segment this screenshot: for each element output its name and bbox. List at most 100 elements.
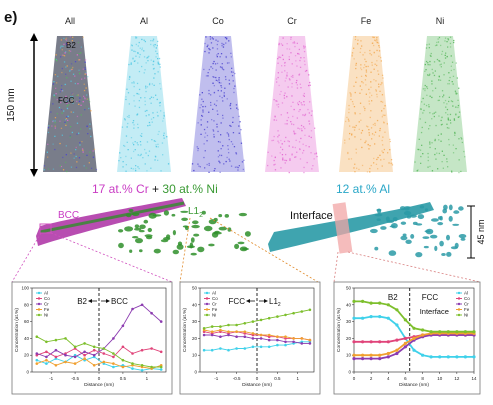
data-point-fe (421, 333, 425, 337)
data-point-fe (284, 335, 287, 339)
annotation-right: FCC (422, 293, 439, 302)
y-tick-label: 60 (24, 319, 30, 324)
y-tick-label: 0 (194, 370, 197, 375)
x-tick-label: 6 (404, 376, 407, 381)
tip-label: Cr (287, 16, 297, 26)
data-point-ni (83, 342, 86, 345)
data-point-ni (429, 330, 433, 334)
data-point-al (112, 365, 115, 369)
data-point-ni (219, 325, 222, 328)
x-tick-label: 14 (471, 376, 477, 381)
legend-entry: Ni (212, 313, 216, 318)
tip-fe: Fe (339, 16, 394, 173)
y-axis-label: Concentration (at.%) (14, 308, 20, 352)
x-tick-label: 0.5 (120, 376, 127, 381)
series-line-ni (204, 309, 310, 329)
data-point-al (284, 343, 287, 347)
data-point-fe (35, 362, 39, 365)
data-point-ni (54, 338, 58, 342)
data-point-co (159, 350, 163, 354)
tips-row: All Al Co Cr Fe Ni B2 FCC (43, 16, 467, 174)
data-point-al (267, 345, 271, 349)
data-point-al (455, 355, 459, 359)
data-point-ni (140, 364, 144, 367)
ni-threshold-text: 30 at.% Ni (162, 182, 217, 196)
x-tick-label: 1 (146, 376, 149, 381)
y-tick-label: 30 (346, 319, 352, 324)
tip-cr: Cr (265, 16, 319, 174)
data-point-cr (64, 353, 67, 357)
data-point-ni (386, 303, 390, 307)
data-point-al (352, 316, 356, 320)
data-point-cr (45, 355, 48, 359)
data-point-co (102, 352, 106, 355)
data-point-cr (83, 350, 86, 354)
legend-entry: Ni (464, 313, 468, 318)
x-tick-label: 12 (454, 376, 460, 381)
data-point-fe (369, 353, 373, 357)
data-point-co (378, 340, 382, 344)
data-point-cr (227, 333, 230, 337)
tip-scale-label: 150 nm (6, 88, 17, 121)
y-tick-label: 50 (192, 286, 198, 291)
data-point-al (227, 348, 230, 352)
x-tick-label: -0.5 (233, 376, 241, 381)
bcc-roi-box (39, 223, 52, 234)
legend-entry: Al (464, 291, 468, 296)
cr-ni-isosurface (36, 198, 251, 256)
data-point-co (112, 355, 115, 359)
data-point-ni (300, 310, 304, 313)
data-point-al (369, 315, 373, 319)
data-point-co (121, 345, 125, 349)
tip-label: Al (140, 16, 148, 26)
data-point-ni (378, 301, 382, 305)
data-point-al (276, 343, 279, 347)
legend-entry: Co (464, 296, 470, 301)
data-point-ni (421, 328, 425, 332)
data-point-ni (150, 365, 153, 369)
series-line-cr (36, 304, 162, 358)
data-point-ni (292, 311, 295, 315)
data-point-cr (395, 351, 399, 356)
data-point-cr (54, 348, 58, 352)
x-axis-label: Distance (nm) (399, 382, 429, 388)
legend-entry: Fe (464, 307, 470, 312)
data-point-ni (243, 322, 247, 325)
data-point-fe (227, 330, 230, 334)
data-point-ni (446, 330, 450, 334)
x-tick-label: -1 (49, 376, 53, 381)
data-point-co (352, 340, 356, 344)
y-tick-label: 30 (192, 319, 198, 324)
x-axis-label: Distance (nm) (84, 382, 114, 388)
data-point-cr (276, 338, 279, 342)
legend-entry: Co (44, 296, 50, 301)
data-point-ni (210, 325, 214, 328)
data-point-fe (102, 360, 106, 364)
data-point-cr (219, 335, 222, 339)
data-point-fe (292, 337, 295, 340)
tip-label: Co (212, 16, 224, 26)
data-point-ni (251, 320, 255, 323)
data-point-al (395, 323, 399, 327)
data-point-cr (308, 342, 312, 345)
y-tick-label: 0 (348, 370, 351, 375)
data-point-cr (159, 320, 163, 323)
data-point-cr (369, 357, 373, 361)
data-point-ni (352, 299, 356, 303)
l12-label: L12 (188, 206, 203, 219)
data-point-fe (251, 332, 255, 335)
data-point-ni (276, 315, 279, 318)
y-tick-label: 20 (24, 353, 30, 358)
x-tick-label: 2 (370, 376, 373, 381)
data-point-fe (210, 330, 214, 334)
y-axis-label: Concentration (at.%) (336, 308, 342, 352)
data-point-co (83, 353, 86, 357)
interface-label: Interface (290, 210, 333, 222)
right-iso-title: 12 at.% Al (336, 182, 390, 196)
y-tick-label: 80 (24, 302, 30, 307)
data-point-cr (150, 311, 153, 315)
data-point-al (463, 355, 467, 359)
data-point-al (235, 347, 238, 350)
data-point-fe (121, 365, 125, 369)
data-point-ni (412, 326, 416, 330)
